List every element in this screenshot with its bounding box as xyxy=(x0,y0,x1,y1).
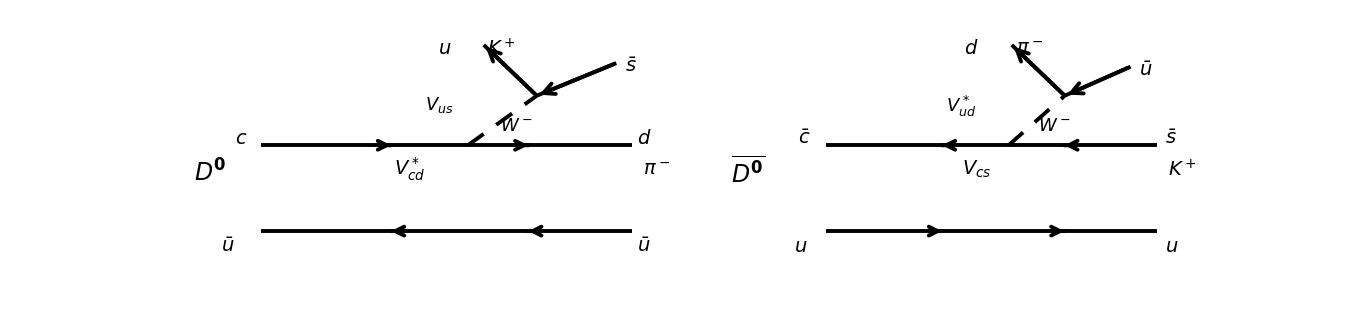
Text: $\bar{s}$: $\bar{s}$ xyxy=(1166,128,1178,148)
Text: $W^-$: $W^-$ xyxy=(499,117,532,135)
Text: $u$: $u$ xyxy=(793,237,807,256)
Text: $\bar{c}$: $\bar{c}$ xyxy=(798,128,810,148)
Text: $\bar{u}$: $\bar{u}$ xyxy=(222,237,235,256)
Text: $u$: $u$ xyxy=(439,39,451,58)
Text: $\pi^-$: $\pi^-$ xyxy=(1016,39,1044,58)
Text: $\bar{u}$: $\bar{u}$ xyxy=(637,237,651,256)
Text: $\bar{u}$: $\bar{u}$ xyxy=(1140,61,1152,80)
Text: $K^+$: $K^+$ xyxy=(487,38,516,59)
Text: $\bar{s}$: $\bar{s}$ xyxy=(625,57,636,76)
Text: $V_{cd}^*$: $V_{cd}^*$ xyxy=(394,156,425,183)
Text: $\mathbf{\mathit{D}^0}$: $\mathbf{\mathit{D}^0}$ xyxy=(194,160,227,187)
Text: $\pi^-$: $\pi^-$ xyxy=(643,160,670,179)
Text: $d$: $d$ xyxy=(964,39,979,58)
Text: $V_{ud}^*$: $V_{ud}^*$ xyxy=(947,94,977,119)
Text: $V_{cs}$: $V_{cs}$ xyxy=(962,159,992,180)
Text: $u$: $u$ xyxy=(1166,237,1179,256)
Text: $d$: $d$ xyxy=(637,128,653,148)
Text: $c$: $c$ xyxy=(235,128,248,148)
Text: $W^-$: $W^-$ xyxy=(1038,117,1071,135)
Text: $V_{us}$: $V_{us}$ xyxy=(425,95,454,115)
Text: $K^+$: $K^+$ xyxy=(1167,159,1197,180)
Text: $\overline{\mathbf{\mathit{D}^0}}$: $\overline{\mathbf{\mathit{D}^0}}$ xyxy=(731,157,765,189)
